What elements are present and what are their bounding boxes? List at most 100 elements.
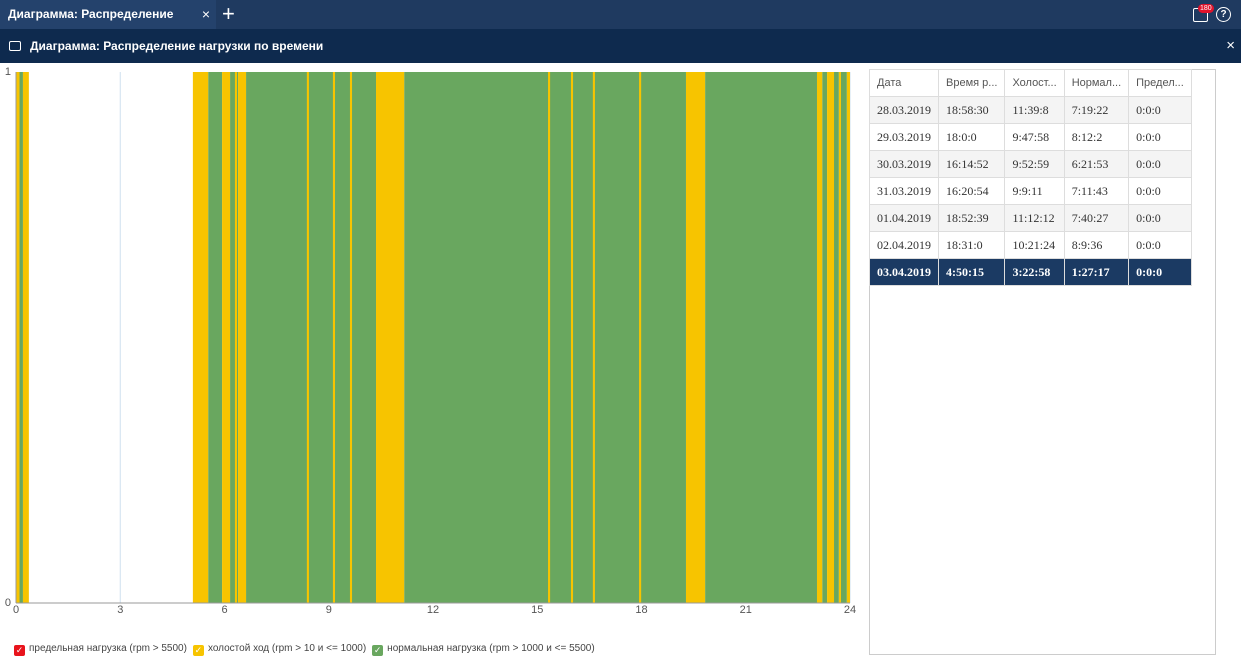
cell: 03.04.2019 (869, 258, 939, 286)
chart: 0 3 6 9 12 15 18 21 24 0 1 (5, 66, 856, 616)
x-tick-label: 9 (326, 604, 332, 616)
band (570, 72, 574, 603)
x-tick-label: 24 (844, 604, 856, 616)
cell: 0:0:0 (1128, 231, 1192, 259)
legend-item[interactable]: ✓ предельная нагрузка (rpm > 5500) (14, 643, 187, 656)
cell: 10:21:24 (1004, 231, 1065, 259)
cell: 7:11:43 (1063, 177, 1130, 205)
band (332, 72, 336, 603)
cell: 1:27:17 (1063, 258, 1130, 286)
cell: 16:14:52 (937, 150, 1006, 178)
panel-title: Диаграмма: Распределение нагрузки по вре… (30, 39, 324, 53)
cell: 7:40:27 (1063, 204, 1130, 232)
band (238, 72, 247, 603)
cell: 02.04.2019 (869, 231, 939, 259)
band (838, 72, 841, 603)
table-row[interactable]: 28.03.2019 18:58:30 11:39:8 7:19:22 0:0:0 (869, 96, 1192, 124)
x-tick-label: 18 (635, 604, 647, 616)
cell: 0:0:0 (1128, 177, 1192, 205)
band (592, 72, 595, 603)
cell: 11:39:8 (1004, 96, 1065, 124)
band (639, 72, 642, 603)
badge: 180 (1198, 4, 1214, 13)
band (822, 72, 828, 603)
y-tick-label: 1 (5, 66, 11, 78)
cell: 8:9:36 (1063, 231, 1130, 259)
cell: 16:20:54 (937, 177, 1006, 205)
band (376, 72, 405, 603)
band (840, 72, 847, 603)
legend: ✓ предельная нагрузка (rpm > 5500) ✓ холост… (14, 643, 595, 656)
legend-label: предельная нагрузка (rpm > 5500) (29, 643, 187, 654)
help[interactable]: ? (1216, 7, 1231, 22)
legend-label: холостой ход (rpm > 10 и <= 1000) (207, 643, 367, 654)
band (19, 72, 23, 603)
table-row[interactable]: 30.03.2019 16:14:52 9:52:59 6:21:53 0:0:0 (869, 150, 1192, 178)
band (192, 72, 209, 603)
cell: 29.03.2019 (869, 123, 939, 151)
column-header[interactable]: Дата (869, 69, 939, 97)
band (306, 72, 309, 603)
table-row[interactable]: 29.03.2019 18:0:0 9:47:58 8:12:2 0:0:0 (869, 123, 1192, 151)
cell: 9:47:58 (1004, 123, 1065, 151)
cell: 3:22:58 (1004, 258, 1065, 286)
table: Дата Время р... Холост... Нормал... Предел..… (869, 69, 1192, 286)
cell: 31.03.2019 (869, 177, 939, 205)
column-header[interactable]: Предел... (1128, 69, 1192, 97)
cell: 6:21:53 (1063, 150, 1130, 178)
legend-checkbox[interactable]: ✓ (14, 645, 25, 656)
band (834, 72, 839, 603)
band (349, 72, 353, 603)
legend-label: нормальная нагрузка (rpm > 1000 и <= 550… (387, 643, 595, 654)
cell: 28.03.2019 (869, 96, 939, 124)
cell: 11:12:12 (1004, 204, 1065, 232)
column-header[interactable]: Холост... (1004, 69, 1065, 97)
table-row[interactable]: 03.04.2019 4:50:15 3:22:58 1:27:17 0:0:0 (869, 258, 1192, 286)
column-header[interactable]: Нормал... (1063, 69, 1130, 97)
band (404, 72, 686, 603)
band (548, 72, 551, 603)
cell: 18:0:0 (937, 123, 1006, 151)
cell: 0:0:0 (1128, 123, 1192, 151)
cell: 18:58:30 (937, 96, 1006, 124)
x-tick-label: 12 (427, 604, 439, 616)
panel-close[interactable]: × (1226, 37, 1235, 54)
band (222, 72, 231, 603)
add-tab[interactable]: + (222, 1, 235, 26)
cell: 8:12:2 (1063, 123, 1130, 151)
x-tick-label: 0 (13, 604, 19, 616)
x-tick-label: 21 (740, 604, 752, 616)
tab[interactable]: Диаграмма: Распределение нагру...× (0, 0, 216, 50)
tab-bar: Диаграмма: Распределение нагру...× + 180… (0, 0, 1241, 50)
y-tick-label: 0 (5, 597, 11, 609)
cell: 18:52:39 (937, 204, 1006, 232)
lock-icon[interactable] (9, 41, 21, 51)
legend-checkbox[interactable]: ✓ (192, 645, 204, 656)
table-row[interactable]: 01.04.2019 18:52:39 11:12:12 7:40:27 0:0:0 (869, 204, 1192, 232)
band (816, 72, 823, 603)
column-header[interactable]: Время р... (937, 69, 1006, 97)
cell: 9:9:11 (1004, 177, 1065, 205)
band (208, 72, 223, 603)
band (230, 72, 239, 603)
band (22, 72, 29, 603)
cell: 30.03.2019 (869, 150, 939, 178)
band (234, 72, 238, 603)
x-tick-label: 15 (531, 604, 543, 616)
band (685, 72, 706, 603)
table-row[interactable]: 31.03.2019 16:20:54 9:9:11 7:11:43 0:0:0 (869, 177, 1192, 205)
legend-checkbox[interactable]: ✓ (372, 645, 384, 656)
cell: 18:31:0 (937, 231, 1006, 259)
band (16, 72, 20, 603)
band (705, 72, 817, 603)
cell: 0:0:0 (1128, 204, 1192, 232)
cell: 7:19:22 (1063, 96, 1130, 124)
cell: 9:52:59 (1004, 150, 1065, 178)
legend-item[interactable]: ✓ холостой ход (rpm > 10 и <= 1000) (192, 643, 367, 656)
cell: 0:0:0 (1128, 96, 1192, 124)
table-row[interactable]: 02.04.2019 18:31:0 10:21:24 8:9:36 0:0:0 (869, 231, 1192, 259)
tab-close[interactable]: × (201, 6, 210, 22)
legend-item[interactable]: ✓ нормальная нагрузка (rpm > 1000 и <= 55… (372, 643, 595, 656)
panel-header: Диаграмма: Распределение нагрузки по вре… (0, 29, 1241, 63)
